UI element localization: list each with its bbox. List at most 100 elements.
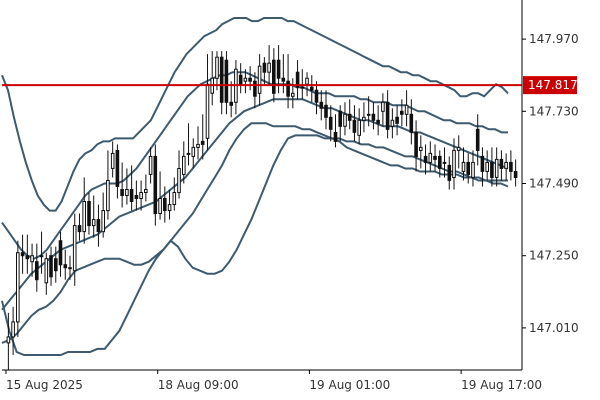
- candle: [404, 90, 409, 127]
- candle-body-up: [504, 161, 508, 169]
- price-tick-label: 147.970: [529, 32, 579, 46]
- candle: [25, 234, 30, 274]
- candle: [286, 54, 290, 109]
- candle: [357, 108, 361, 145]
- candle: [324, 90, 328, 130]
- candle: [110, 141, 115, 178]
- candle: [6, 312, 11, 370]
- candle-body-down: [385, 101, 390, 130]
- candle: [461, 147, 466, 181]
- candle: [172, 177, 177, 211]
- band-outer-upper: [1, 17, 509, 212]
- candle-body-down: [115, 149, 120, 187]
- candle: [129, 165, 134, 211]
- candle: [262, 57, 267, 85]
- candle-body-down: [490, 161, 494, 178]
- candle-body-down: [286, 80, 290, 97]
- candle-body-down: [77, 225, 82, 233]
- candle-body-up: [362, 116, 366, 121]
- candle: [35, 243, 39, 292]
- candle: [281, 54, 286, 94]
- candle: [186, 123, 191, 166]
- candle-body-down: [58, 240, 63, 266]
- candle: [20, 234, 25, 274]
- candle-body-down: [163, 198, 167, 211]
- candle: [229, 81, 233, 118]
- candle-body-down: [414, 131, 418, 157]
- candle-body-down: [153, 155, 158, 215]
- candle-body-up: [257, 65, 262, 94]
- candle-body-up: [68, 267, 72, 270]
- candle-body-down: [395, 116, 399, 124]
- candle-body-up: [305, 77, 309, 85]
- candle: [452, 138, 456, 190]
- band-outer-lower: [1, 134, 509, 356]
- candle-body-up: [82, 201, 87, 233]
- candle-body-up: [419, 146, 423, 151]
- candle-body-down: [248, 77, 252, 82]
- candle-body-up: [485, 161, 489, 172]
- candle-body-up: [215, 56, 219, 79]
- candle-body-up: [182, 155, 186, 175]
- candle: [191, 138, 196, 169]
- candle: [513, 159, 518, 187]
- candle-body-up: [186, 152, 191, 155]
- candle-body-up: [357, 119, 361, 136]
- candle-body-down: [314, 89, 319, 103]
- candle-body-up: [125, 189, 129, 196]
- candle-body-up: [39, 255, 44, 258]
- candle: [314, 81, 319, 115]
- candle-body-up: [366, 113, 371, 116]
- candle-body-down: [509, 161, 513, 172]
- candle: [494, 147, 499, 187]
- candle-body-up: [471, 161, 475, 178]
- candle-body-up: [110, 152, 115, 169]
- candle: [163, 186, 167, 223]
- candle: [106, 150, 110, 220]
- candle: [295, 60, 300, 100]
- candle-body-down: [475, 128, 480, 151]
- candle: [504, 153, 508, 181]
- candle-body-up: [300, 86, 305, 89]
- candle-body-down: [423, 155, 428, 163]
- candle: [490, 147, 494, 187]
- candle: [414, 120, 418, 172]
- candle-body-down: [20, 252, 25, 257]
- candle: [447, 156, 452, 190]
- candle-body-down: [219, 56, 224, 103]
- candle: [49, 246, 53, 286]
- candle-body-up: [191, 146, 196, 157]
- candle-body-up: [456, 146, 461, 151]
- candle: [58, 231, 63, 277]
- candle: [144, 174, 148, 202]
- candle-body-up: [404, 104, 409, 115]
- candle: [210, 51, 214, 106]
- candle: [257, 54, 262, 106]
- candle: [400, 99, 404, 127]
- candle: [243, 69, 248, 94]
- candle: [319, 90, 324, 121]
- current-price-tag-text: 147.817: [528, 78, 578, 92]
- candle-body-up: [139, 192, 143, 199]
- candle-body-down: [129, 189, 134, 202]
- candle: [224, 51, 229, 115]
- candle-body-down: [400, 110, 404, 115]
- candle: [182, 141, 186, 184]
- candle-body-up: [11, 321, 15, 338]
- candle: [248, 66, 252, 91]
- candle: [471, 150, 475, 187]
- candle-body-down: [447, 164, 452, 181]
- candle: [167, 189, 172, 220]
- candle: [310, 75, 314, 103]
- candle-body-up: [291, 92, 295, 97]
- time-tick-label: 18 Aug 09:00: [158, 378, 239, 392]
- candle-body-up: [343, 113, 347, 127]
- candle-body-down: [54, 258, 58, 272]
- candle-body-down: [87, 201, 91, 227]
- candle-body-up: [461, 161, 466, 172]
- candle: [371, 102, 376, 130]
- candle: [480, 147, 485, 187]
- candle: [485, 150, 489, 181]
- candle-body-up: [243, 77, 248, 82]
- candle-body-down: [324, 104, 328, 118]
